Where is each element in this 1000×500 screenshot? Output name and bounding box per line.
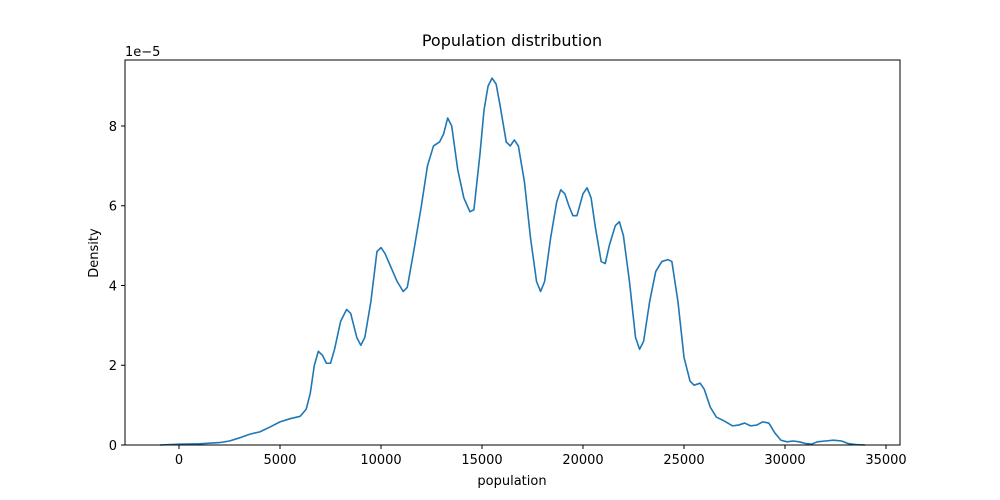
- y-axis-label: Density: [87, 228, 102, 278]
- x-tick-label: 35000: [865, 453, 906, 468]
- y-tick-label: 8: [109, 120, 117, 135]
- chart-title: Population distribution: [422, 31, 602, 50]
- y-tick-label: 4: [109, 279, 117, 294]
- x-tick-label: 25000: [663, 453, 704, 468]
- line-series: [159, 77, 866, 446]
- y-tick-label: 0: [109, 439, 117, 454]
- plot-frame: [124, 59, 901, 446]
- x-tick-label: 10000: [360, 453, 401, 468]
- x-axis-label: population: [477, 474, 546, 489]
- x-tick-label: 0: [175, 453, 183, 468]
- x-tick-label: 30000: [764, 453, 805, 468]
- x-tick-label: 15000: [461, 453, 502, 468]
- y-tick-label: 2: [109, 359, 117, 374]
- x-tick-label: 5000: [263, 453, 296, 468]
- x-tick-label: 20000: [562, 453, 603, 468]
- y-offset-label: 1e−5: [125, 45, 160, 60]
- y-tick-label: 6: [109, 200, 117, 215]
